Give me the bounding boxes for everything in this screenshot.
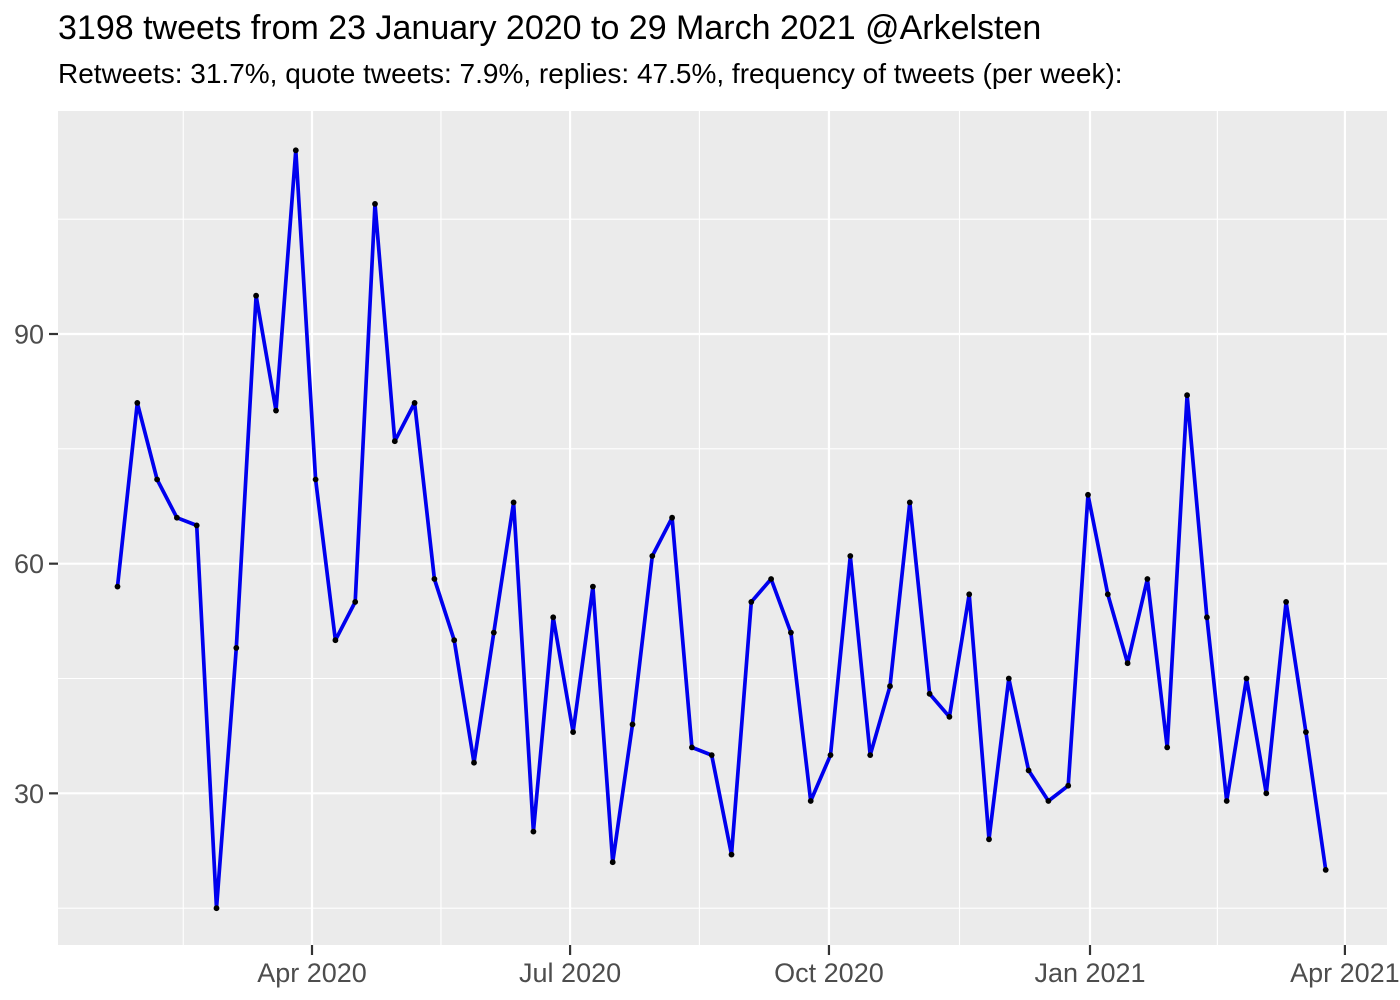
data-point (372, 201, 378, 207)
data-point (490, 629, 497, 636)
data-point (391, 438, 398, 445)
axis-label-layer: Apr 2020 Jul 2020 Oct 2020 Jan 2021 Apr 2021… (14, 320, 1400, 989)
data-point (1045, 798, 1052, 804)
data-point (1303, 729, 1309, 735)
data-point (114, 583, 121, 590)
chart-subtitle: Retweets: 31.7%, quote tweets: 7.9%, rep… (58, 58, 1123, 89)
data-point (788, 629, 794, 636)
plot-panel (58, 111, 1387, 945)
data-point (154, 476, 161, 483)
data-point (1204, 614, 1210, 621)
data-point (1184, 392, 1190, 399)
data-point (649, 553, 656, 559)
plot-panel-layer (58, 111, 1387, 945)
data-point (1005, 675, 1012, 682)
data-point (1263, 790, 1270, 797)
data-point (1283, 599, 1289, 605)
data-point (1025, 767, 1032, 774)
x-axis-tick-label: Jul 2020 (519, 958, 621, 988)
data-point (966, 591, 973, 598)
data-point (174, 514, 180, 521)
major-gridline-layer (58, 111, 1387, 945)
data-point (768, 576, 774, 582)
data-point (253, 292, 259, 299)
axis-tick-layer (49, 332, 1347, 955)
data-point (332, 637, 339, 644)
data-point (887, 683, 893, 690)
data-point (570, 729, 576, 735)
y-axis-tick-label: 90 (14, 320, 44, 350)
data-point (748, 599, 755, 605)
data-point (431, 576, 438, 582)
data-point (867, 752, 874, 758)
data-point (926, 690, 933, 697)
data-point (708, 752, 715, 758)
data-point (213, 905, 220, 912)
y-axis-tick-label: 60 (14, 549, 44, 579)
data-series-layer (114, 147, 1329, 912)
data-point (986, 836, 992, 843)
data-point (609, 859, 616, 866)
data-point (906, 499, 913, 506)
y-axis-tick-label: 30 (14, 779, 44, 809)
data-point (1104, 591, 1111, 598)
data-point (1223, 798, 1230, 804)
minor-gridline-layer (58, 111, 1387, 945)
data-point (946, 713, 953, 720)
data-point (1065, 782, 1072, 789)
data-point (1144, 576, 1151, 582)
data-point (629, 721, 636, 728)
data-point (193, 522, 200, 529)
data-point (1085, 491, 1091, 498)
data-point (590, 583, 596, 590)
data-point (233, 645, 240, 651)
x-axis-tick-label: Jan 2021 (1034, 958, 1145, 988)
x-axis-tick-label: Oct 2020 (774, 958, 884, 988)
data-point (471, 759, 477, 766)
data-point (1164, 744, 1171, 751)
data-point (669, 514, 675, 521)
chart-title: 3198 tweets from 23 January 2020 to 29 M… (58, 9, 1042, 47)
data-point (530, 828, 537, 835)
data-point (827, 752, 834, 758)
data-point (134, 400, 141, 406)
data-point (1243, 675, 1250, 682)
x-axis-tick-label: Apr 2021 (1290, 958, 1400, 988)
data-point (273, 407, 279, 414)
data-point (847, 553, 854, 559)
data-point (728, 851, 735, 858)
data-point (312, 476, 319, 483)
data-point (292, 147, 299, 154)
data-point (510, 499, 517, 506)
x-axis-tick-label: Apr 2020 (257, 958, 367, 988)
data-point (807, 798, 814, 804)
data-point (352, 599, 359, 605)
data-point (1124, 660, 1131, 667)
data-point (689, 744, 695, 751)
data-point (1322, 867, 1329, 873)
data-point (451, 637, 458, 644)
data-point (411, 400, 418, 406)
tweets-per-week-line (115, 148, 1328, 911)
data-point (550, 614, 557, 621)
